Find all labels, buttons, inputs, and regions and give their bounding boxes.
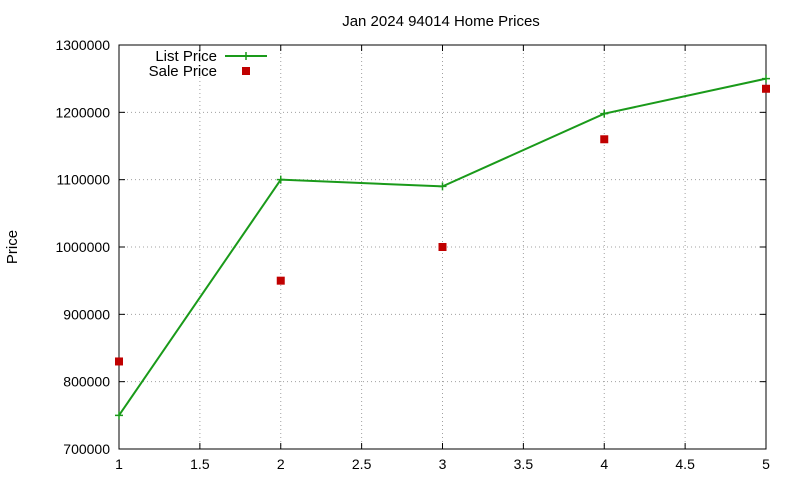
chart-title: Jan 2024 94014 Home Prices bbox=[342, 13, 540, 30]
x-tick-label: 2.5 bbox=[352, 456, 372, 472]
grid-layer bbox=[119, 45, 766, 449]
y-tick-label: 1300000 bbox=[55, 37, 110, 53]
sale-price-point bbox=[438, 243, 447, 251]
x-tick-label: 2 bbox=[277, 456, 285, 472]
x-tick-label: 1.5 bbox=[190, 456, 210, 472]
sale-price-point bbox=[276, 276, 285, 285]
list-price-point bbox=[115, 411, 123, 420]
tick-layer: 1 1.5 2 2.5 3 3.5 4 4.5 5 700000 800000 900000 10000… bbox=[55, 37, 770, 472]
sale-price-point bbox=[762, 84, 770, 93]
x-tick-label: 4 bbox=[600, 456, 608, 472]
series-layer bbox=[115, 74, 770, 420]
y-tick-label: 700000 bbox=[63, 441, 110, 457]
legend-label: Sale Price bbox=[149, 63, 217, 80]
sale-price-point bbox=[600, 135, 609, 144]
sale-price-point bbox=[115, 357, 123, 366]
x-tick-label: 1 bbox=[115, 456, 123, 472]
y-tick-label: 1200000 bbox=[55, 104, 110, 120]
y-tick-label: 1000000 bbox=[55, 239, 110, 255]
x-tick-label: 5 bbox=[762, 456, 770, 472]
y-tick-label: 900000 bbox=[63, 306, 110, 322]
legend-square-swatch bbox=[242, 67, 250, 75]
list-price-point bbox=[438, 182, 447, 191]
list-price-point bbox=[600, 109, 609, 118]
legend-label: List Price bbox=[155, 48, 217, 65]
y-axis-label: Price bbox=[4, 230, 21, 264]
y-tick-label: 1100000 bbox=[57, 172, 111, 188]
list-price-point bbox=[276, 175, 285, 184]
plot-frame bbox=[118, 44, 767, 450]
x-tick-label: 3 bbox=[439, 456, 447, 472]
legend-cross-swatch bbox=[242, 52, 250, 60]
x-tick-label: 4.5 bbox=[675, 456, 695, 472]
x-tick-label: 3.5 bbox=[514, 456, 534, 472]
list-price-point bbox=[762, 74, 770, 83]
y-tick-label: 800000 bbox=[63, 374, 110, 390]
